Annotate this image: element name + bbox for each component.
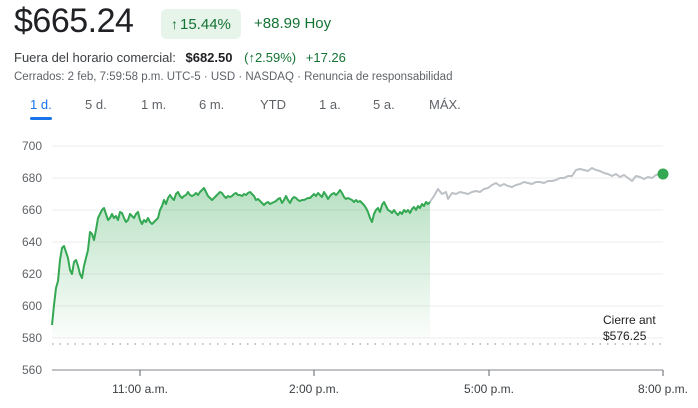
- tab-5d[interactable]: 5 d.: [85, 97, 107, 112]
- svg-text:680: 680: [22, 171, 42, 185]
- arrow-up-icon: ↑: [171, 16, 178, 32]
- after-hours-label: Fuera del horario comercial:: [14, 50, 176, 65]
- svg-text:620: 620: [22, 267, 42, 281]
- today-change: +88.99 Hoy: [254, 15, 332, 32]
- tab-1y[interactable]: 1 a.: [319, 97, 341, 112]
- svg-text:5:00 p.m.: 5:00 p.m.: [464, 382, 514, 396]
- svg-text:640: 640: [22, 235, 42, 249]
- y-axis-labels: 700 680 660 640 620 600 580 560: [22, 139, 42, 377]
- after-hours-row: Fuera del horario comercial: $682.50 (↑2…: [14, 50, 346, 65]
- svg-text:2:00 p.m.: 2:00 p.m.: [289, 382, 339, 396]
- current-price: $665.24: [14, 2, 134, 40]
- after-hours-line: [429, 167, 663, 203]
- x-axis-ticks: [139, 370, 664, 376]
- tab-ytd[interactable]: YTD: [260, 97, 286, 112]
- x-axis-labels: 11:00 a.m. 2:00 p.m. 5:00 p.m. 8:00 p.m.: [112, 382, 688, 396]
- svg-text:600: 600: [22, 299, 42, 313]
- after-hours-change: +17.26: [305, 50, 346, 65]
- change-percent: 15.44%: [180, 15, 231, 33]
- after-hours-price: $682.50: [185, 50, 233, 65]
- svg-text:560: 560: [22, 363, 42, 377]
- change-percent-badge: ↑ 15.44%: [161, 9, 241, 39]
- tab-5y[interactable]: 5 a.: [373, 97, 395, 112]
- regular-session-area: [52, 188, 430, 338]
- price-chart[interactable]: 700 680 660 640 620 600 580 560 11:00 a.…: [0, 130, 698, 408]
- current-price-marker[interactable]: [657, 168, 669, 180]
- svg-text:660: 660: [22, 203, 42, 217]
- previous-close-value: $576.25: [603, 329, 647, 343]
- regular-session-line: [51, 187, 431, 326]
- previous-close-label: Cierre ant $576.25: [603, 312, 656, 344]
- tab-6m[interactable]: 6 m.: [199, 97, 225, 112]
- tab-max[interactable]: MÁX.: [429, 97, 461, 112]
- tab-1d[interactable]: 1 d.: [30, 97, 52, 120]
- svg-text:700: 700: [22, 139, 42, 153]
- previous-close-title: Cierre ant: [603, 313, 656, 327]
- svg-text:580: 580: [22, 331, 42, 345]
- svg-text:8:00 p.m.: 8:00 p.m.: [638, 382, 688, 396]
- svg-text:11:00 a.m.: 11:00 a.m.: [112, 382, 168, 396]
- after-hours-change-percent: (↑2.59%): [244, 50, 297, 65]
- tab-1m[interactable]: 1 m.: [141, 97, 167, 112]
- market-status-disclaimer[interactable]: Cerrados: 2 feb, 7:59:58 p.m. UTC-5 · US…: [14, 71, 453, 83]
